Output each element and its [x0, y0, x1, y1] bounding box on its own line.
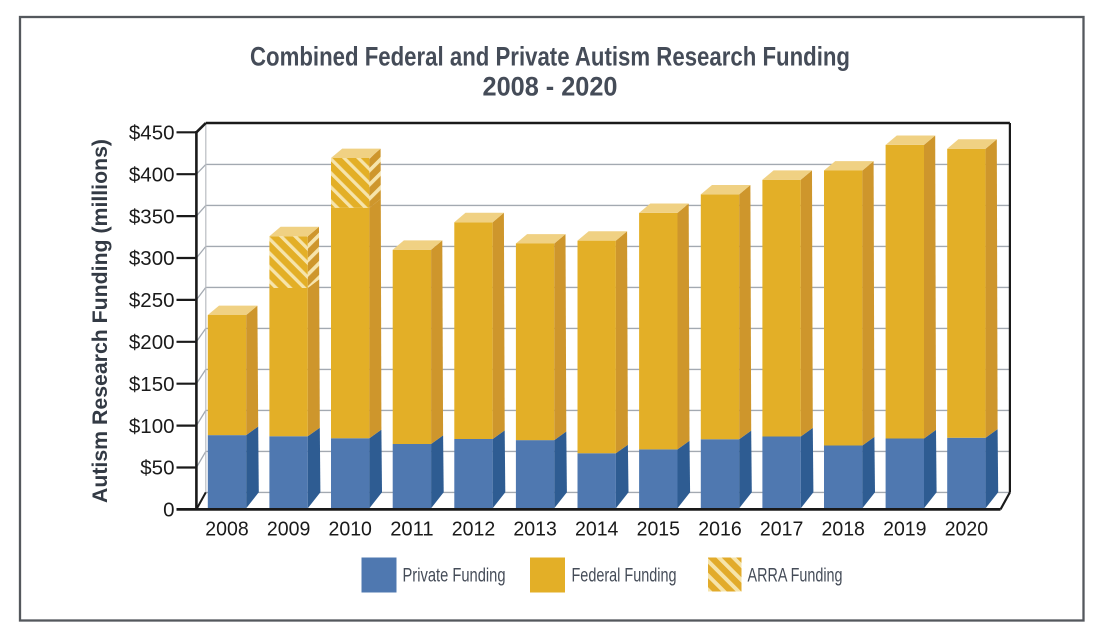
svg-text:2013: 2013 — [513, 518, 556, 541]
svg-text:$450: $450 — [129, 122, 175, 145]
svg-text:Private Funding: Private Funding — [403, 565, 506, 586]
svg-text:0: 0 — [163, 499, 174, 522]
svg-text:$150: $150 — [129, 373, 175, 396]
svg-text:ARRA Funding: ARRA Funding — [748, 565, 843, 586]
svg-text:$300: $300 — [129, 247, 175, 270]
svg-text:Combined Federal and Private A: Combined Federal and Private Autism Rese… — [250, 41, 850, 72]
svg-text:2011: 2011 — [390, 518, 433, 541]
svg-text:2012: 2012 — [452, 518, 495, 541]
svg-text:2008: 2008 — [205, 518, 248, 541]
svg-text:2014: 2014 — [575, 518, 618, 541]
svg-text:2020: 2020 — [945, 518, 988, 541]
svg-text:Autism Research Funding (milli: Autism Research Funding (millions) — [89, 139, 112, 503]
svg-text:$50: $50 — [140, 457, 174, 480]
svg-text:2015: 2015 — [637, 518, 680, 541]
svg-text:$250: $250 — [129, 289, 175, 312]
svg-text:2008 - 2020: 2008 - 2020 — [483, 70, 618, 101]
svg-text:$350: $350 — [129, 205, 175, 228]
svg-text:2010: 2010 — [329, 518, 372, 541]
svg-text:2016: 2016 — [698, 518, 741, 541]
svg-text:$400: $400 — [129, 163, 175, 186]
svg-text:Federal Funding: Federal Funding — [572, 565, 677, 586]
svg-text:2018: 2018 — [822, 518, 865, 541]
svg-text:2017: 2017 — [760, 518, 803, 541]
svg-text:2009: 2009 — [267, 518, 310, 541]
svg-text:2019: 2019 — [883, 518, 926, 541]
svg-text:$200: $200 — [129, 331, 175, 354]
svg-text:$100: $100 — [129, 415, 175, 438]
